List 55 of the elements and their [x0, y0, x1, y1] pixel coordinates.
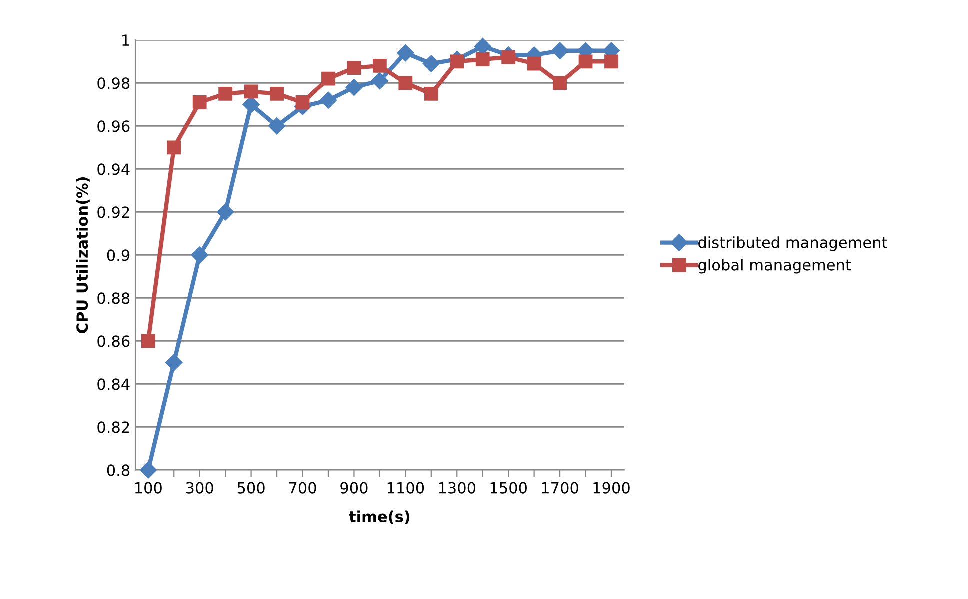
point [346, 78, 363, 96]
y-tick-label: 0.98 [98, 78, 130, 90]
point [244, 84, 258, 99]
x-tick-label: 1500 [490, 482, 528, 494]
x-tick-label: 1100 [388, 482, 424, 494]
point [476, 52, 490, 66]
point [141, 334, 156, 348]
point [140, 462, 157, 479]
point [398, 76, 413, 90]
point [347, 61, 362, 76]
y-tick-label: 0.92 [98, 206, 130, 218]
y-tick-label: 0.94 [98, 164, 130, 176]
point [578, 54, 593, 69]
point [218, 86, 233, 101]
point [371, 72, 388, 90]
x-tick-label: 500 [238, 482, 265, 494]
point [450, 54, 464, 69]
point [322, 72, 336, 86]
y-tick-label: 0.8 [107, 464, 130, 476]
x-tick-label: 700 [289, 482, 316, 494]
point [166, 354, 183, 372]
point [270, 86, 284, 101]
legend-label: distributed management [698, 236, 888, 252]
x-tick-label: 1700 [542, 482, 578, 494]
point [268, 118, 286, 135]
point [553, 76, 567, 90]
point [424, 86, 438, 101]
x-tick-label: 900 [340, 482, 368, 494]
point [192, 96, 207, 110]
y-tick-label: 1 [122, 34, 130, 46]
x-tick-label: 300 [186, 482, 214, 494]
y-tick-label: 0.82 [98, 422, 130, 434]
y-tick-label: 0.86 [98, 336, 130, 348]
point [217, 204, 234, 221]
x-tick-label: 1900 [594, 482, 630, 494]
point [167, 140, 182, 155]
point [320, 92, 338, 109]
point [422, 55, 440, 72]
point [372, 58, 387, 73]
legend-label: global management [698, 258, 852, 274]
y-tick-label: 0.84 [98, 378, 130, 390]
y-tick-label: 0.9 [107, 250, 130, 262]
point [551, 42, 569, 60]
point [397, 44, 414, 62]
y-tick-label: 0.96 [98, 120, 130, 132]
point [502, 50, 516, 64]
x-axis-title: time(s) [349, 510, 410, 524]
point [191, 246, 208, 264]
y-tick-label: 0.88 [98, 292, 130, 304]
point [604, 54, 618, 69]
x-tick-label: 1300 [439, 482, 476, 494]
y-axis-title: CPU Utilization(%) [76, 178, 90, 334]
point [296, 96, 310, 110]
x-tick-label: 100 [135, 482, 162, 494]
point [527, 56, 542, 71]
